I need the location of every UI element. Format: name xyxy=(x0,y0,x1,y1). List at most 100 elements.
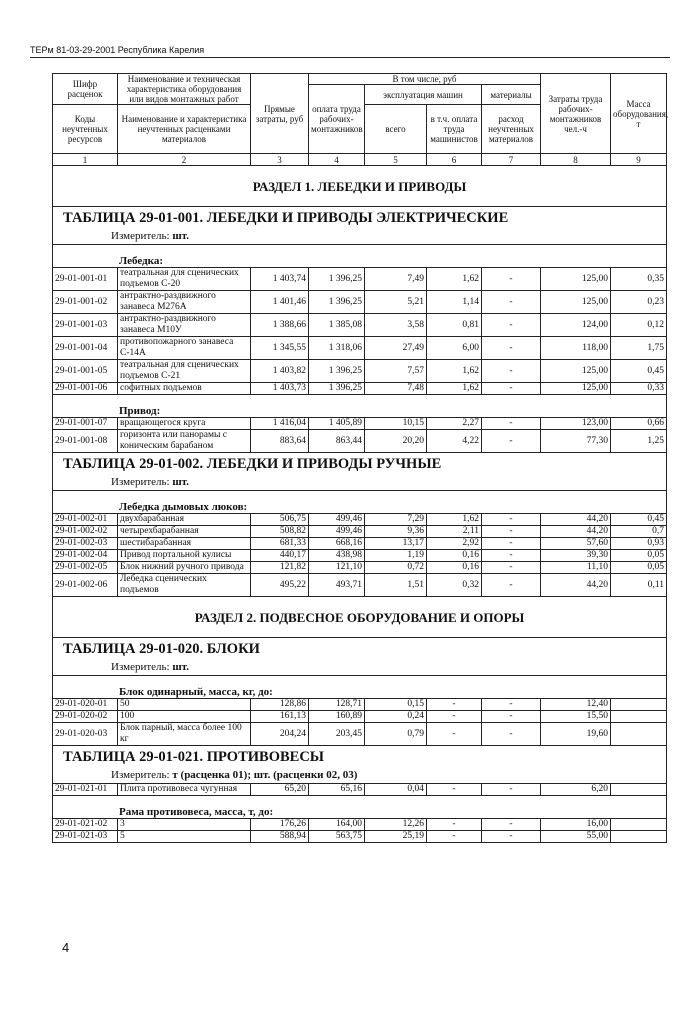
mass xyxy=(610,818,668,831)
header-code: Шифр расценок xyxy=(52,73,118,105)
direct-costs: 65,20 xyxy=(250,783,309,796)
wages: 1 396,25 xyxy=(308,267,365,291)
wages: 160,89 xyxy=(308,710,365,723)
meter-label: Измеритель: xyxy=(111,661,173,673)
wages: 1 405,89 xyxy=(308,417,365,430)
mass: 0,23 xyxy=(610,290,668,314)
table-row: 29-01-021-03 5 588,94 563,75 25,19- -55,00 xyxy=(52,830,668,843)
wages: 164,00 xyxy=(308,818,365,831)
materials: - xyxy=(480,722,542,746)
labor-hours: 16,00 xyxy=(540,818,612,831)
table-header: Шифр расценок Наименование и техническая… xyxy=(52,73,668,166)
mass: 0,45 xyxy=(610,513,668,526)
wages: 1 385,08 xyxy=(308,313,365,337)
table-title-row: ТАБЛИЦА 29-01-021. ПРОТИВОВЕСЫ xyxy=(51,745,668,768)
rate-name: Плита противовеса чугунная xyxy=(117,783,251,796)
direct-costs: 1 403,74 xyxy=(250,267,309,291)
meter-label: Измеритель: xyxy=(111,476,173,488)
column-number: 3 xyxy=(250,153,309,166)
wages: 1 396,25 xyxy=(308,290,365,314)
rate-name: шестибарабанная xyxy=(117,537,251,550)
labor-hours: 125,00 xyxy=(540,359,612,383)
labor-hours: 125,00 xyxy=(540,382,612,395)
meter-row: Измеритель: шт. xyxy=(51,660,668,676)
materials: - xyxy=(480,359,542,383)
mass: 0,05 xyxy=(610,561,668,574)
rate-name: театральная для сценических подъемов С-2… xyxy=(117,267,251,291)
operator-wages: - xyxy=(426,722,482,746)
mass: 0,05 xyxy=(610,549,668,562)
operator-wages: 6,00 xyxy=(426,336,482,360)
materials: - xyxy=(480,537,542,550)
page-number: 4 xyxy=(62,940,70,955)
header-machines: эксплуатация машин xyxy=(364,84,482,105)
header-wages: оплата труда рабочих-монтажников xyxy=(308,84,365,154)
rate-name: Привод портальной кулисы xyxy=(117,549,251,562)
column-number: 1 xyxy=(52,153,118,166)
table-title-row: ТАБЛИЦА 29-01-002. ЛЕБЕДКИ И ПРИВОДЫ РУЧ… xyxy=(51,452,668,475)
materials: - xyxy=(480,429,542,453)
materials: - xyxy=(480,313,542,337)
rate-code: 29-01-001-07 xyxy=(52,417,118,430)
machines-total: 3,58 xyxy=(364,313,427,337)
materials: - xyxy=(480,549,542,562)
operator-wages: 0,32 xyxy=(426,573,482,597)
materials: - xyxy=(480,818,542,831)
column-number: 4 xyxy=(308,153,365,166)
materials: - xyxy=(480,382,542,395)
materials: - xyxy=(480,417,542,430)
rate-name: 5 xyxy=(117,830,251,843)
rate-code: 29-01-001-08 xyxy=(52,429,118,453)
direct-costs: 681,33 xyxy=(250,537,309,550)
materials: - xyxy=(480,525,542,538)
machines-total: 12,26 xyxy=(364,818,427,831)
rate-code: 29-01-001-06 xyxy=(52,382,118,395)
header-direct-costs: Прямые затраты, руб xyxy=(250,73,309,154)
operator-wages: - xyxy=(426,818,482,831)
machines-total: 7,29 xyxy=(364,513,427,526)
machines-total: 7,48 xyxy=(364,382,427,395)
meter-value: шт. xyxy=(172,661,189,673)
operator-wages: - xyxy=(426,783,482,796)
operator-wages: - xyxy=(426,698,482,711)
table-title-row: ТАБЛИЦА 29-01-020. БЛОКИ xyxy=(51,637,668,660)
mass xyxy=(610,783,668,796)
materials: - xyxy=(480,573,542,597)
mass: 0,93 xyxy=(610,537,668,550)
operator-wages: 1,14 xyxy=(426,290,482,314)
labor-hours: 123,00 xyxy=(540,417,612,430)
rate-name: горизонта или панорамы с коническим бара… xyxy=(117,429,251,453)
machines-total: 7,49 xyxy=(364,267,427,291)
meter-row: Измеритель: шт. xyxy=(51,475,668,491)
table-row: 29-01-001-08 горизонта или панорамы с кон… xyxy=(52,429,668,453)
wages: 1 396,25 xyxy=(308,359,365,383)
direct-costs: 1 345,55 xyxy=(250,336,309,360)
meter-label: Измеритель: xyxy=(111,230,173,242)
labor-hours: 39,30 xyxy=(540,549,612,562)
labor-hours: 118,00 xyxy=(540,336,612,360)
machines-total: 1,19 xyxy=(364,549,427,562)
table-row: 29-01-020-02 100 161,13 160,89 0,24- -15,50 xyxy=(52,710,668,723)
group-heading-row: Привод: xyxy=(51,394,668,418)
table-body: РАЗДЕЛ 1. ЛЕБЕДКИ И ПРИВОДЫ ТАБЛИЦА 29-01… xyxy=(51,165,668,843)
labor-hours: 124,00 xyxy=(540,313,612,337)
wages: 1 396,25 xyxy=(308,382,365,395)
labor-hours: 11,10 xyxy=(540,561,612,574)
operator-wages: - xyxy=(426,830,482,843)
meter-row: Измеритель: т (расценка 01); шт. (расцен… xyxy=(51,768,668,784)
labor-hours: 125,00 xyxy=(540,290,612,314)
machines-total: 7,57 xyxy=(364,359,427,383)
table-row: 29-01-002-01 двухбарабанная 506,75 499,46 7,… xyxy=(52,513,668,526)
table-row: 29-01-001-06 софитных подъемов 1 403,73 1 3… xyxy=(52,382,668,395)
rate-code: 29-01-020-01 xyxy=(52,698,118,711)
machines-total: 0,79 xyxy=(364,722,427,746)
table-title: ТАБЛИЦА 29-01-002. ЛЕБЕДКИ И ПРИВОДЫ РУЧ… xyxy=(51,452,668,475)
table-row: 29-01-002-02 четырехбарабанная 508,82 499,4… xyxy=(52,525,668,538)
materials: - xyxy=(480,290,542,314)
machines-total: 1,51 xyxy=(364,573,427,597)
table-row: 29-01-020-01 50 128,86 128,71 0,15- -12,40 xyxy=(52,698,668,711)
materials: - xyxy=(480,513,542,526)
header-machines-total: всего xyxy=(364,104,427,154)
